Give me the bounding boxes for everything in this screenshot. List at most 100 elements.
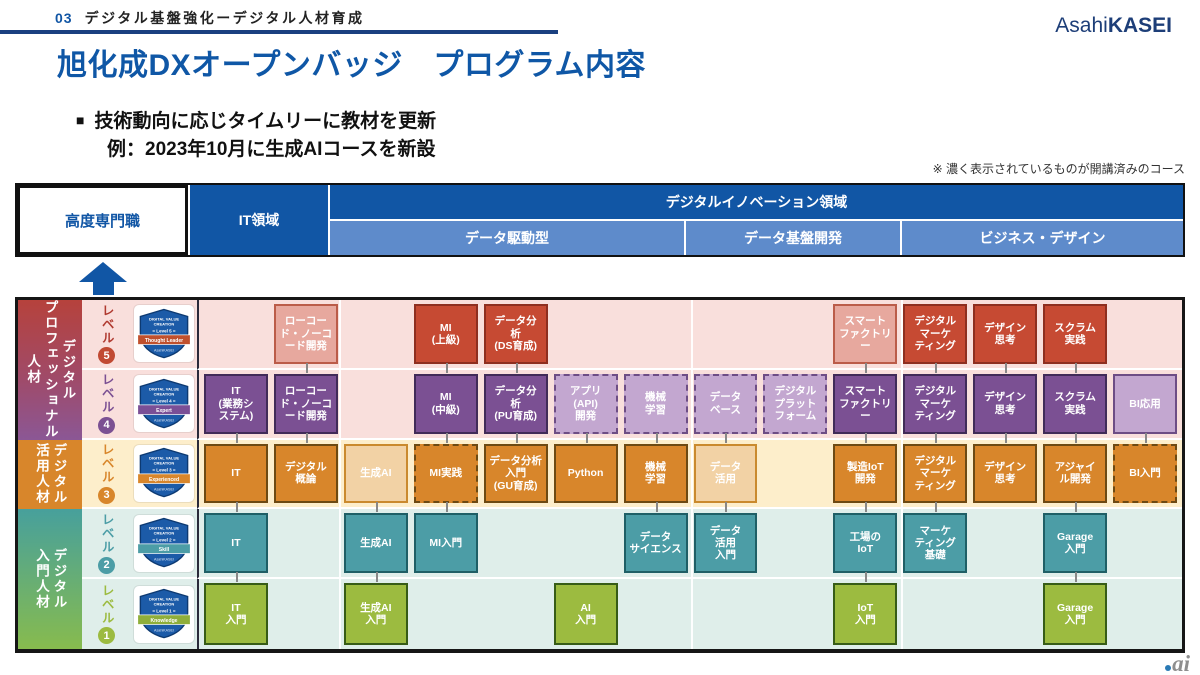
badge-card: DIGITAL VALUE CREATION = Level 1 = Knowledg…	[134, 585, 194, 643]
svg-text:DIGITAL VALUE: DIGITAL VALUE	[149, 316, 179, 321]
course-box: データ 活用	[693, 432, 758, 504]
zone-divider	[690, 509, 693, 578]
level-number-badge: 2	[98, 556, 115, 574]
zone-divider	[690, 300, 693, 368]
zone-divider	[339, 579, 342, 649]
svg-text:Skill: Skill	[159, 547, 170, 553]
course-box: Garage 入門	[1043, 502, 1108, 574]
program-matrix: デジタル プロフェッショナル 人材 デジタル 活用人材 デジタル 入門人材 レベル 5 D…	[15, 297, 1185, 653]
domain-header-table: 高度専門職 IT領域 デジタルイノベーション領域 データ駆動型 データ基盤開発 …	[15, 183, 1185, 257]
course-box: デジタル マーケ ティング	[903, 432, 968, 504]
course-box: デジタル 概論	[273, 432, 338, 504]
svg-text:AsahiKASEI: AsahiKASEI	[154, 348, 174, 352]
zone-divider	[901, 509, 904, 578]
course-box: 生成AI	[343, 443, 408, 504]
course-box: Python	[553, 432, 618, 504]
up-arrow-icon	[79, 262, 127, 295]
course-box: デザイン 思考	[973, 432, 1038, 504]
course-box: データ分 析 (PU育成)	[483, 362, 548, 434]
svg-text:Experienced: Experienced	[149, 478, 179, 484]
svg-text:AsahiKASEI: AsahiKASEI	[154, 629, 174, 633]
level-cell-2: レベル 2	[82, 509, 131, 580]
svg-text:CREATION: CREATION	[154, 531, 175, 536]
zone-divider	[690, 579, 693, 649]
level-number-badge: 4	[98, 416, 115, 434]
bullet-square-icon: ■	[76, 112, 85, 128]
header-cell-business-design: ビジネス・デザイン	[902, 221, 1183, 255]
course-row-level-4: IT (業務シ ステム) ローコー ド・ノーコ ード開発 MI (中級) データ分 析…	[197, 362, 1182, 440]
zone-divider	[339, 300, 342, 368]
course-box: ローコー ド・ノーコ ード開発	[273, 362, 338, 434]
course-box: データ 活用 入門	[693, 502, 758, 574]
logo-light-text: Asahi	[1055, 14, 1108, 37]
badge-card: DIGITAL VALUE CREATION = Level 2 = Skill Asa…	[134, 514, 194, 572]
course-row-level-1: IT 入門 生成AI 入門 AI 入門 IoT 入門 Garage 入門	[197, 572, 1182, 649]
badge-card: DIGITAL VALUE CREATION = Level 3 = Experien…	[134, 444, 194, 502]
svg-text:AsahiKASEI: AsahiKASEI	[154, 418, 174, 422]
category-label: デジタル プロフェッショナル 人材	[25, 300, 76, 440]
zone-divider	[339, 439, 342, 508]
svg-text:DIGITAL VALUE: DIGITAL VALUE	[149, 386, 179, 391]
level-number-badge: 3	[98, 486, 115, 504]
svg-text:= Level 2 =: = Level 2 =	[152, 538, 176, 543]
badge-card: DIGITAL VALUE CREATION = Level 5 = Thought …	[134, 305, 194, 363]
course-box: マーケ ティング 基礎	[903, 502, 968, 574]
svg-text:CREATION: CREATION	[154, 322, 175, 327]
level-cell-1: レベル 1	[82, 579, 131, 649]
zone-divider	[901, 369, 904, 438]
course-box: スマート ファクトリ ー	[833, 362, 898, 434]
course-box: ローコード・ノーコード開発	[273, 304, 338, 364]
course-box: 機械 学習	[623, 432, 688, 504]
badge-card: DIGITAL VALUE CREATION = Level 4 = Expert As…	[134, 375, 194, 433]
header-cell-expert: 高度専門職	[17, 185, 188, 255]
zone-divider	[901, 579, 904, 649]
svg-text:= Level 5 =: = Level 5 =	[152, 329, 176, 334]
course-box: MI入門	[413, 502, 478, 574]
level-label: レベル	[99, 513, 114, 554]
category-label: デジタル 入門人材	[34, 548, 67, 611]
course-box: MI実践	[413, 432, 478, 504]
svg-text:= Level 4 =: = Level 4 =	[152, 398, 176, 403]
zone-divider	[690, 369, 693, 438]
course-box: IT	[204, 502, 268, 574]
page-title: 旭化成DXオープンバッジ プログラム内容	[57, 49, 646, 82]
zone-divider	[339, 509, 342, 578]
course-box: Garage 入門	[1043, 572, 1108, 645]
level-number-badge: 1	[98, 627, 115, 645]
level-cell-4: レベル 4	[82, 369, 131, 440]
course-box: IT 入門	[204, 572, 268, 645]
course-box: IT (業務シ ステム)	[204, 373, 268, 434]
watermark: ai	[1165, 651, 1190, 675]
level-label: レベル	[99, 443, 114, 484]
badge-cell-level-5: DIGITAL VALUE CREATION = Level 5 = Thought …	[131, 300, 197, 370]
asahi-kasei-logo: AsahiKASEI	[1055, 14, 1172, 38]
course-row-level-5: ローコード・ノーコード開発 MI (上級) データ分 析 (DS育成) スマート ファ…	[197, 300, 1182, 370]
svg-text:= Level 3 =: = Level 3 =	[152, 468, 176, 473]
level-cell-3: レベル 3	[82, 439, 131, 510]
svg-text:CREATION: CREATION	[154, 461, 175, 466]
course-box: IT	[204, 432, 268, 504]
svg-text:DIGITAL VALUE: DIGITAL VALUE	[149, 456, 179, 461]
course-box: MI (上級)	[413, 304, 478, 364]
course-box: 機械 学習	[623, 373, 688, 434]
svg-text:AsahiKASEI: AsahiKASEI	[154, 558, 174, 562]
course-row-level-3: IT デジタル 概論 生成AI MI実践 データ分析 入門 (GU育成) Python 機械…	[197, 432, 1182, 510]
svg-text:Expert: Expert	[156, 408, 172, 414]
header-cell-data-driven: データ駆動型	[330, 221, 684, 255]
course-box: デザイン 思考	[973, 362, 1038, 434]
zone-divider	[339, 369, 342, 438]
badge-cell-level-4: DIGITAL VALUE CREATION = Level 4 = Expert As…	[131, 369, 197, 440]
svg-text:Thought Leader: Thought Leader	[145, 338, 183, 344]
zone-divider	[690, 439, 693, 508]
course-box: データ分 析 (DS育成)	[483, 304, 548, 364]
zone-divider	[901, 300, 904, 368]
kicker: 03 デジタル基盤強化ーデジタル人材育成	[55, 8, 365, 28]
category-use: デジタル 活用人材	[18, 439, 82, 510]
course-box: アジャイ ル開発	[1043, 432, 1108, 504]
svg-text:DIGITAL VALUE: DIGITAL VALUE	[149, 526, 179, 531]
bullet-1-text: 技術動向に応じタイムリーに教材を更新	[94, 111, 437, 132]
course-box: アプリ (API) 開発	[553, 373, 618, 434]
